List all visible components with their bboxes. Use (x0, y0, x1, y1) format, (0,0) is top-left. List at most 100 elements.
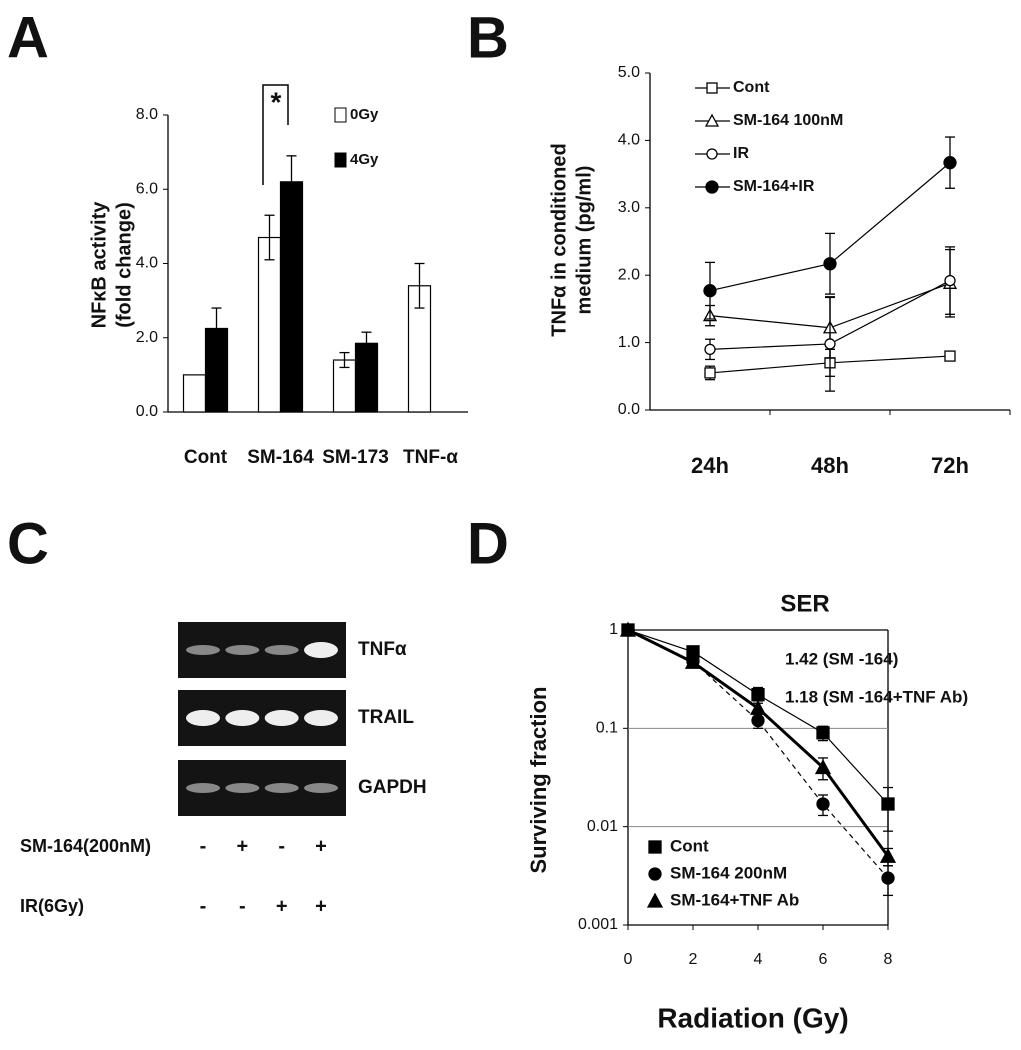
x-tick-label: 8 (884, 951, 893, 968)
y-tick-label: 2.0 (136, 329, 158, 346)
y-axis-label: NFκB activity (88, 201, 110, 329)
x-tick-label: SM-164 (247, 447, 314, 468)
y-tick-label: 5.0 (618, 64, 640, 81)
bar (257, 236, 282, 413)
legend-label: SM-164 200nM (670, 863, 787, 882)
error-bar (339, 351, 350, 369)
y-tick-label: 4.0 (136, 255, 158, 272)
panel-letter: C (7, 511, 49, 576)
gel-band (186, 710, 220, 726)
marker (706, 82, 718, 94)
y-tick-label: 6.0 (136, 180, 158, 197)
marker (684, 653, 702, 669)
y-tick-label: 2.0 (618, 266, 640, 283)
marker (944, 350, 956, 362)
marker (881, 797, 895, 811)
marker (703, 284, 717, 298)
x-tick-label: 6 (819, 951, 828, 968)
y-tick-label: 0.01 (587, 818, 618, 835)
y-tick-label: 0.001 (578, 916, 618, 933)
x-tick-label: 48h (811, 453, 849, 478)
significance-mark: * (271, 86, 282, 117)
marker (816, 797, 830, 811)
gel-band (264, 710, 299, 726)
x-tick-label: 72h (931, 453, 969, 478)
marker (646, 892, 664, 908)
legend-swatch (334, 107, 347, 123)
marker (704, 113, 720, 127)
condition-value: + (276, 895, 288, 917)
gel-band (264, 645, 299, 655)
marker (944, 274, 956, 287)
marker (943, 155, 957, 170)
annotation: 1.18 (SM -164+TNF Ab) (785, 687, 968, 706)
legend-label: 0Gy (350, 106, 379, 123)
y-tick-label: 3.0 (618, 199, 640, 216)
y-tick-label: 4.0 (618, 132, 640, 149)
condition-value: - (278, 835, 285, 857)
y-tick-label: 1.0 (618, 334, 640, 351)
marker (749, 699, 767, 715)
marker (648, 867, 662, 881)
marker (816, 726, 830, 740)
legend-label: SM-164+IR (733, 178, 815, 195)
gel-band (304, 710, 338, 726)
legend-label: IR (733, 145, 749, 162)
gel-band (225, 783, 260, 793)
marker (706, 148, 718, 160)
error-bar (414, 262, 425, 309)
legend-label: Cont (670, 836, 709, 855)
condition-label: IR(6Gy) (20, 896, 84, 916)
annotation: 1.42 (SM -164) (785, 649, 898, 668)
marker (705, 180, 719, 194)
marker (704, 343, 716, 355)
band-label: TRAIL (358, 707, 414, 728)
y-axis-label: (fold change) (113, 202, 135, 328)
y-tick-label: 0.1 (596, 720, 618, 737)
condition-label: SM-164(200nM) (20, 836, 151, 856)
significance-bracket (262, 84, 289, 185)
legend-label: SM-164+TNF Ab (670, 890, 799, 909)
legend-label: Cont (733, 79, 770, 96)
legend-label: 4Gy (350, 151, 379, 168)
marker (824, 338, 836, 350)
panel-letter: B (467, 5, 509, 70)
condition-value: + (236, 835, 248, 857)
x-tick-label: 2 (689, 951, 698, 968)
bar (279, 181, 304, 413)
condition-value: - (200, 835, 207, 857)
error-bar (211, 307, 222, 350)
gel-band (264, 783, 299, 793)
marker (619, 621, 637, 637)
condition-value: - (239, 895, 246, 917)
y-axis-label: medium (pg/ml) (573, 166, 595, 315)
x-tick-label: Cont (184, 447, 228, 468)
marker (648, 840, 662, 854)
condition-value: + (315, 895, 327, 917)
y-tick-label: 0.0 (618, 401, 640, 418)
gel-band (304, 783, 338, 793)
x-tick-label: 4 (754, 951, 763, 968)
gel-band (186, 783, 220, 793)
y-tick-label: 0.0 (136, 403, 158, 420)
x-tick-label: TNF-α (403, 447, 458, 468)
error-bar (264, 214, 275, 261)
bar (182, 374, 207, 413)
legend-label: SM-164 100nM (733, 112, 843, 129)
band-label: TNFα (358, 639, 407, 660)
x-tick-label: 0 (624, 951, 633, 968)
chart-title: SER (780, 590, 829, 617)
condition-value: + (315, 835, 327, 857)
marker (881, 871, 895, 885)
legend-swatch (334, 152, 347, 168)
band-label: GAPDH (358, 777, 427, 798)
gel-band (304, 642, 338, 658)
gel-band (225, 710, 260, 726)
y-axis-label: Surviving fraction (526, 686, 551, 873)
condition-value: - (200, 895, 207, 917)
marker (751, 688, 765, 702)
y-tick-label: 8.0 (136, 106, 158, 123)
panel-letter: A (7, 5, 49, 70)
